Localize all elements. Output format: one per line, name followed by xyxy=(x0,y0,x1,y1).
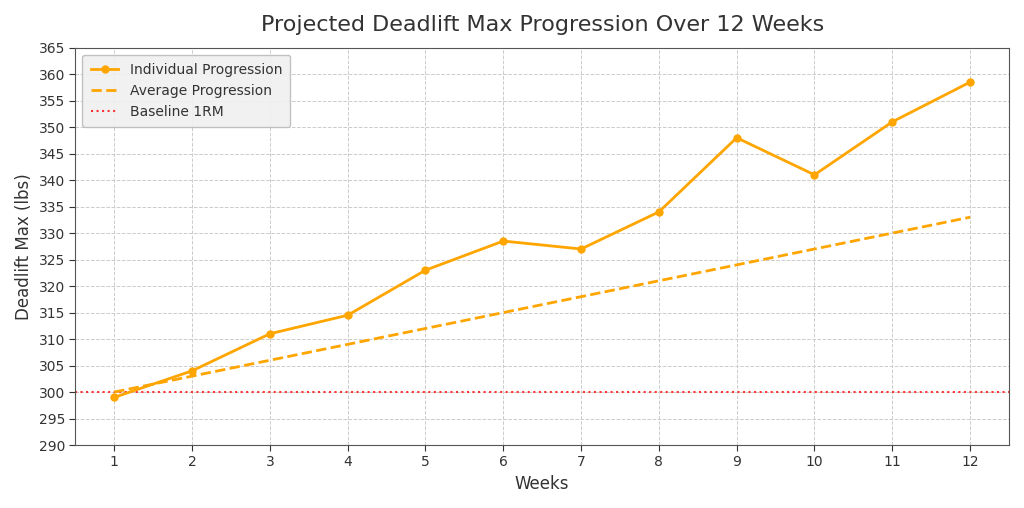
Individual Progression xyxy=(109,394,121,400)
Individual Progression xyxy=(497,238,509,244)
Baseline 1RM xyxy=(109,389,121,395)
Average Progression xyxy=(808,246,820,252)
Average Progression xyxy=(886,230,898,236)
Average Progression xyxy=(964,214,976,220)
Individual Progression xyxy=(419,267,431,273)
Individual Progression xyxy=(264,331,276,337)
Individual Progression xyxy=(342,312,354,319)
Individual Progression xyxy=(186,368,199,374)
Average Progression xyxy=(497,309,509,315)
Average Progression xyxy=(419,326,431,332)
Individual Progression xyxy=(652,209,665,215)
Average Progression xyxy=(730,262,742,268)
Average Progression xyxy=(109,389,121,395)
Individual Progression xyxy=(886,119,898,125)
Average Progression xyxy=(574,294,587,300)
Individual Progression xyxy=(808,172,820,178)
Average Progression xyxy=(342,341,354,347)
Average Progression xyxy=(264,357,276,363)
Title: Projected Deadlift Max Progression Over 12 Weeks: Projected Deadlift Max Progression Over … xyxy=(260,15,823,35)
Baseline 1RM xyxy=(31,389,43,395)
Average Progression xyxy=(186,373,199,379)
Y-axis label: Deadlift Max (lbs): Deadlift Max (lbs) xyxy=(15,173,33,320)
X-axis label: Weeks: Weeks xyxy=(515,475,569,493)
Line: Individual Progression: Individual Progression xyxy=(111,79,974,401)
Legend: Individual Progression, Average Progression, Baseline 1RM: Individual Progression, Average Progress… xyxy=(82,55,291,127)
Individual Progression xyxy=(574,246,587,252)
Line: Average Progression: Average Progression xyxy=(115,217,970,392)
Individual Progression xyxy=(730,135,742,141)
Average Progression xyxy=(652,278,665,284)
Individual Progression xyxy=(964,79,976,85)
